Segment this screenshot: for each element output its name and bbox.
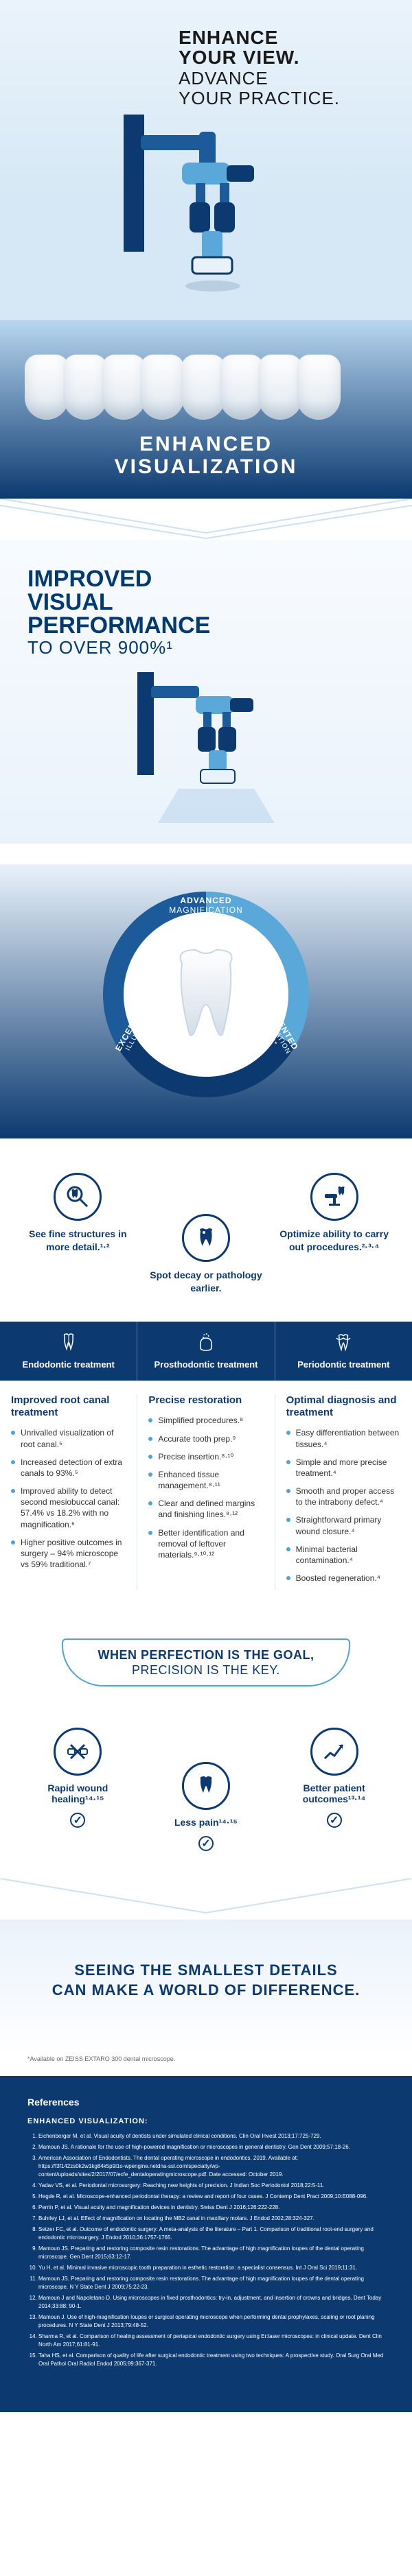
- hero-banner: ENHANCED VISUALIZATION: [115, 433, 298, 478]
- endo-column: Improved root canal treatment Unrivalled…: [0, 1394, 137, 1590]
- mouth-illustration: ENHANCED VISUALIZATION: [0, 320, 412, 499]
- benefits-trio: See fine structures in more detail.¹·² S…: [0, 1152, 412, 1321]
- benefit-decay: Spot decay or pathology earlier.: [146, 1214, 266, 1293]
- tooth-shield-icon: [182, 1762, 230, 1810]
- list-item: Buhrley LJ, et al. Effect of magnificati…: [38, 2215, 385, 2223]
- decay-icon: [182, 1214, 230, 1262]
- benefit-detail: See fine structures in more detail.¹·²: [19, 1173, 138, 1293]
- perf-l2: VISUAL: [27, 589, 113, 615]
- list-item: Enhanced tissue management.⁸·¹¹: [148, 1469, 263, 1491]
- performance-section: IMPROVED VISUAL PERFORMANCE TO OVER 900%…: [0, 540, 412, 844]
- hero-section: ENHANCE YOUR VIEW. ADVANCE YOUR PRACTICE…: [0, 0, 412, 499]
- perf-stat: TO OVER 900%¹: [27, 637, 385, 658]
- list-item: Increased detection of extra canals to 9…: [11, 1457, 126, 1479]
- list-item: Straightforward primary wound closure.⁴: [286, 1514, 401, 1536]
- list-item: Clear and defined margins and finishing …: [148, 1498, 263, 1520]
- perio-column: Optimal diagnosis and treatment Easy dif…: [275, 1394, 412, 1590]
- prosth-column: Precise restoration Simplified procedure…: [137, 1394, 275, 1590]
- list-item: Minimal bacterial contamination.⁴: [286, 1544, 401, 1566]
- list-item: Unrivalled visualization of root canal.⁵: [11, 1427, 126, 1449]
- perf-l1: IMPROVED: [27, 566, 152, 592]
- ring-advanced: ADVANCEDMAGNIFICATION: [169, 896, 242, 915]
- microscope-illustration: [124, 115, 288, 307]
- refs-section: ENHANCED VISUALIZATION:: [27, 2117, 385, 2125]
- list-item: Higher positive outcomes in surgery – 94…: [11, 1537, 126, 1571]
- list-item: Sharma R, et al. Comparison of healing a…: [38, 2333, 385, 2349]
- list-item: Perrin P, et al. Visual acuity and magni…: [38, 2204, 385, 2212]
- perfection-banner: WHEN PERFECTION IS THE GOAL, PRECISION I…: [0, 1611, 412, 1721]
- banner-l1: ENHANCED: [139, 433, 273, 455]
- list-item: Setzer FC, et al. Outcome of endodontic …: [38, 2226, 385, 2242]
- list-item: Yu H, et al. Minimal invasive microscopi…: [38, 2264, 385, 2272]
- prosth-icon: [196, 1333, 216, 1352]
- headline: ENHANCE YOUR VIEW. ADVANCE YOUR PRACTICE…: [179, 27, 385, 108]
- list-item: Hegde R, et al. Microscope-enhanced peri…: [38, 2193, 385, 2201]
- tooth-icon: [168, 943, 244, 1046]
- check-icon: ✓: [327, 1813, 342, 1828]
- check-icon: ✓: [198, 1836, 214, 1851]
- list-item: American Association of Endodontists. Th…: [38, 2154, 385, 2179]
- microscope-illustration-2: [137, 672, 275, 823]
- references-section: References ENHANCED VISUALIZATION: Eiche…: [0, 2076, 412, 2412]
- list-item: Boosted regeneration.⁴: [286, 1573, 401, 1584]
- ring-augmented: AUGMENTEDVISUALIZATION MODES*: [243, 986, 306, 1069]
- closing-statement: SEEING THE SMALLEST DETAILS CAN MAKE A W…: [0, 1920, 412, 2055]
- list-item: Mamoun J. Use of high-magnification loup…: [38, 2313, 385, 2330]
- list-item: Mamoun JS. Preparing and restoring compo…: [38, 2245, 385, 2261]
- ring-diagram: ADVANCEDMAGNIFICATION AUGMENTEDVISUALIZA…: [0, 864, 412, 1138]
- chair-tooth-icon: [310, 1173, 358, 1221]
- magnifier-tooth-icon: [54, 1173, 102, 1221]
- list-item: Mamoun J and Napoletano D. Using microsc…: [38, 2294, 385, 2311]
- outcome-patient: Better patient outcomes¹³·¹⁴ ✓: [277, 1728, 392, 1851]
- list-item: Yadav VS, et al. Periodontal microsurger…: [38, 2182, 385, 2190]
- list-item: Eichenberger M, et al. Visual acuity of …: [38, 2132, 385, 2140]
- list-item: Simple and more precise treatment.⁴: [286, 1457, 401, 1479]
- list-item: Mamoun JS. Preparing and restoring compo…: [38, 2275, 385, 2291]
- outcome-healing: Rapid wound healing¹⁴·¹⁵ ✓: [20, 1728, 135, 1851]
- list-item: Smooth and proper access to the intrabon…: [286, 1486, 401, 1507]
- refs-title: References: [27, 2097, 385, 2108]
- perio-icon: [334, 1333, 353, 1352]
- headline-light-2: YOUR PRACTICE.: [179, 89, 385, 108]
- outcomes-trio: Rapid wound healing¹⁴·¹⁵ ✓ Less pain¹⁴·¹…: [0, 1721, 412, 1879]
- list-item: Better identification and removal of lef…: [148, 1527, 263, 1561]
- outcome-pain: Less pain¹⁴·¹⁵ ✓: [148, 1762, 264, 1851]
- list-item: Mamoun JS. A rationale for the use of hi…: [38, 2143, 385, 2151]
- headline-bold-2: YOUR VIEW.: [179, 47, 385, 67]
- chevron-divider: [0, 1879, 412, 1920]
- prosth-header: Prosthodontic treatment: [137, 1322, 275, 1381]
- headline-light-1: ADVANCE: [179, 69, 385, 88]
- list-item: Easy differentiation between tissues.⁴: [286, 1427, 401, 1449]
- footnote: *Available on ZEISS EXTARO 300 dental mi…: [0, 2055, 412, 2076]
- healing-icon: [54, 1728, 102, 1776]
- chart-up-icon: [310, 1728, 358, 1776]
- list-item: Improved ability to detect second mesiob…: [11, 1486, 126, 1530]
- benefit-optimize: Optimize ability to carry out procedures…: [275, 1173, 394, 1293]
- check-icon: ✓: [70, 1813, 85, 1828]
- ring-exceptional: EXCEPTIONALILLUMINATION: [109, 984, 165, 1064]
- perf-l3: PERFORMANCE: [27, 612, 210, 639]
- list-item: Taha HS, et al. Comparison of quality of…: [38, 2352, 385, 2368]
- headline-bold-1: ENHANCE: [179, 27, 385, 47]
- list-item: Precise insertion.⁸·¹⁰: [148, 1451, 263, 1462]
- list-item: Simplified procedures.⁸: [148, 1415, 263, 1426]
- banner-l2: VISUALIZATION: [115, 455, 298, 478]
- refs-list: Eichenberger M, et al. Visual acuity of …: [27, 2132, 385, 2368]
- endo-icon: [59, 1333, 78, 1352]
- perio-header: Periodontic treatment: [275, 1322, 412, 1381]
- treatments-body: Improved root canal treatment Unrivalled…: [0, 1381, 412, 1611]
- treatments-headers: Endodontic treatment Prosthodontic treat…: [0, 1322, 412, 1381]
- endo-header: Endodontic treatment: [0, 1322, 137, 1381]
- list-item: Accurate tooth prep.⁹: [148, 1433, 263, 1444]
- chevron-divider: [0, 499, 412, 540]
